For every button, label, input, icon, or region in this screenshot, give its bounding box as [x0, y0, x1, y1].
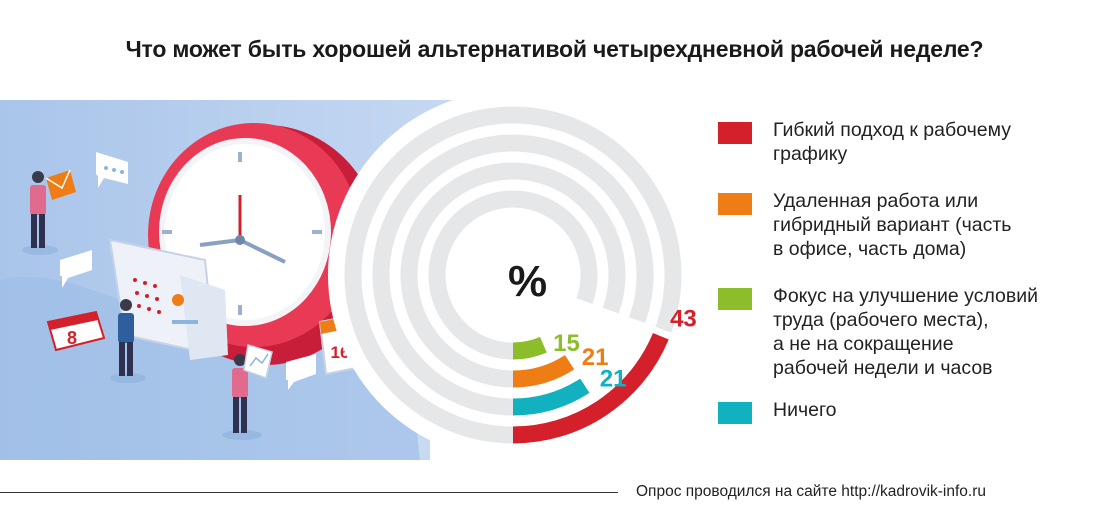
- legend-label: Удаленная работа или гибридный вариант (ч…: [773, 190, 1012, 260]
- legend-label: Фокус на улучшение условий труда (рабочег…: [773, 285, 1039, 379]
- legend-item: Гибкий подход к рабочему графику: [718, 118, 1073, 166]
- ring-track: [344, 106, 682, 444]
- footer-divider: [0, 492, 618, 493]
- legend-label: Ничего: [773, 399, 837, 421]
- value-label: 43: [670, 306, 697, 333]
- person-figure-1: [22, 171, 58, 255]
- legend-swatch: [718, 193, 752, 215]
- chart-illustration: 8 16: [0, 100, 698, 460]
- legend-swatch: [718, 402, 752, 424]
- percent-unit-label: %: [508, 257, 547, 306]
- value-label: 21: [582, 344, 609, 371]
- legend-item: Удаленная работа или гибридный вариант (ч…: [718, 189, 1073, 261]
- desk-calendar-icon: [108, 238, 228, 360]
- legend-item: Фокус на улучшение условий труда (рабочег…: [718, 284, 1073, 380]
- person-figure-3: [222, 344, 273, 440]
- ring-track: [372, 134, 654, 416]
- legend-item: Ничего: [718, 398, 1073, 424]
- legend-label: Гибкий подход к рабочему графику: [773, 119, 1011, 165]
- calendar-8-icon: 8: [46, 310, 106, 352]
- chart-title: Что может быть хорошей альтернативой чет…: [125, 36, 984, 62]
- value-arc: [512, 336, 547, 360]
- ring-track: [428, 190, 598, 360]
- ring-track: [400, 162, 626, 388]
- value-arc: [512, 378, 590, 416]
- value-arc: [512, 354, 575, 388]
- calendar-8-day: 8: [67, 328, 77, 348]
- value-label: 15: [553, 330, 580, 357]
- footer-source: Опрос проводился на сайте http://kadrovi…: [636, 483, 987, 500]
- chat-bubble-icons: [60, 152, 316, 390]
- legend-swatch: [718, 122, 752, 144]
- background-shape: [0, 276, 430, 460]
- person-figure-2: [110, 299, 146, 383]
- legend-swatch: [718, 288, 752, 310]
- envelope-icon: [45, 169, 76, 200]
- value-arc: [512, 332, 669, 444]
- value-label: 21: [600, 365, 627, 392]
